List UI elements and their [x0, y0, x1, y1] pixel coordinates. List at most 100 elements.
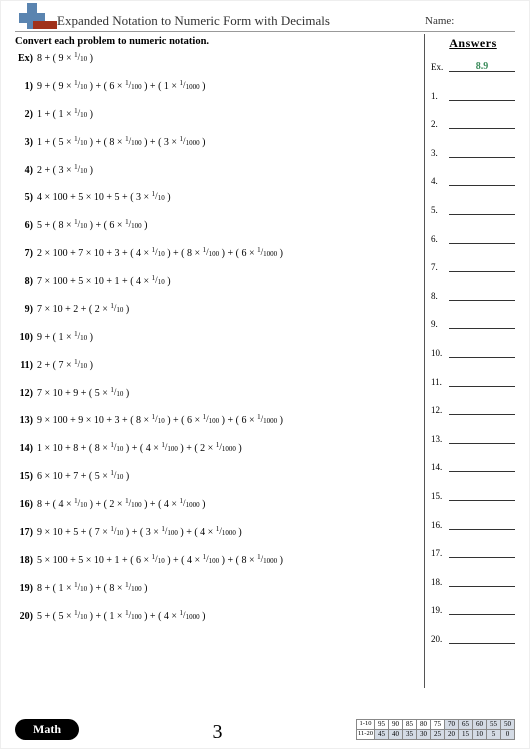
answer-blank[interactable] [449, 633, 515, 644]
answer-blank[interactable] [449, 433, 515, 444]
answer-blank[interactable] [449, 318, 515, 329]
answer-row: 6. [431, 233, 515, 244]
answer-label: 7. [431, 262, 449, 272]
answer-label: 4. [431, 176, 449, 186]
problem-row: 2)1 + ( 1 × 1/10 ) [15, 109, 418, 121]
problem-row: Ex)8 + ( 9 × 1/10 ) [15, 53, 418, 65]
problem-row: 16)8 + ( 4 × 1/10 ) + ( 2 × 1/100 ) + ( … [15, 499, 418, 511]
answer-row: 10. [431, 347, 515, 358]
answer-label: 16. [431, 520, 449, 530]
answer-label: 9. [431, 319, 449, 329]
problem-row: 9)7 × 10 + 2 + ( 2 × 1/10 ) [15, 304, 418, 316]
problem-number: 5) [15, 192, 37, 204]
score-cell: 65 [459, 720, 473, 730]
problem-row: 20)5 + ( 5 × 1/10 ) + ( 1 × 1/100 ) + ( … [15, 611, 418, 623]
problem-row: 1)9 + ( 9 × 1/10 ) + ( 6 × 1/100 ) + ( 1… [15, 81, 418, 93]
score-cell: 80 [417, 720, 431, 730]
answer-blank[interactable] [449, 576, 515, 587]
problem-expression: 8 + ( 9 × 1/10 ) [37, 53, 418, 65]
problem-expression: 2 + ( 3 × 1/10 ) [37, 165, 418, 177]
answer-blank[interactable] [449, 204, 515, 215]
problem-row: 4)2 + ( 3 × 1/10 ) [15, 165, 418, 177]
score-cell: 20 [445, 730, 459, 740]
problem-expression: 6 × 10 + 7 + ( 5 × 1/10 ) [37, 471, 418, 483]
problem-row: 19)8 + ( 1 × 1/10 ) + ( 8 × 1/100 ) [15, 583, 418, 595]
answer-label: 13. [431, 434, 449, 444]
answer-label: 3. [431, 148, 449, 158]
answer-label: 18. [431, 577, 449, 587]
page-title: Expanded Notation to Numeric Form with D… [55, 13, 425, 29]
answer-row: 16. [431, 519, 515, 530]
answer-label: 11. [431, 377, 449, 387]
problem-number: 15) [15, 471, 37, 483]
problem-number: 9) [15, 304, 37, 316]
answer-row: 2. [431, 118, 515, 129]
header: Expanded Notation to Numeric Form with D… [15, 13, 515, 32]
problem-number: 11) [15, 360, 37, 372]
problem-number: 12) [15, 388, 37, 400]
answer-row: 1. [431, 90, 515, 101]
answer-label: 15. [431, 491, 449, 501]
answer-label: 17. [431, 548, 449, 558]
score-cell: 70 [445, 720, 459, 730]
answer-label: 20. [431, 634, 449, 644]
answer-blank[interactable] [449, 461, 515, 472]
score-cell: 45 [375, 730, 389, 740]
answer-row: 19. [431, 604, 515, 615]
problem-expression: 7 × 10 + 9 + ( 5 × 1/10 ) [37, 388, 418, 400]
answer-blank[interactable] [449, 233, 515, 244]
answer-row: 15. [431, 490, 515, 501]
problem-expression: 1 + ( 5 × 1/10 ) + ( 8 × 1/100 ) + ( 3 ×… [37, 137, 418, 149]
answer-blank[interactable] [449, 404, 515, 415]
problem-expression: 8 + ( 1 × 1/10 ) + ( 8 × 1/100 ) [37, 583, 418, 595]
worksheet-page: Expanded Notation to Numeric Form with D… [0, 0, 530, 749]
problem-row: 11)2 + ( 7 × 1/10 ) [15, 360, 418, 372]
score-table: 1-109590858075706560555011-2045403530252… [356, 719, 515, 740]
problem-number: 2) [15, 109, 37, 121]
score-cell: 95 [375, 720, 389, 730]
answer-blank[interactable] [449, 376, 515, 387]
problem-expression: 9 + ( 1 × 1/10 ) [37, 332, 418, 344]
problem-number: 20) [15, 611, 37, 623]
problem-number: 19) [15, 583, 37, 595]
problem-expression: 9 × 100 + 9 × 10 + 3 + ( 8 × 1/10 ) + ( … [37, 415, 418, 427]
answer-row: 14. [431, 461, 515, 472]
answer-blank[interactable] [449, 547, 515, 558]
answer-blank[interactable] [449, 118, 515, 129]
answer-blank[interactable] [449, 261, 515, 272]
score-cell: 55 [487, 720, 501, 730]
answer-row: 17. [431, 547, 515, 558]
problem-number: 17) [15, 527, 37, 539]
problem-expression: 2 + ( 7 × 1/10 ) [37, 360, 418, 372]
answer-blank[interactable] [449, 290, 515, 301]
problem-number: 3) [15, 137, 37, 149]
score-cell: 25 [431, 730, 445, 740]
problems-list: Ex)8 + ( 9 × 1/10 ) 1)9 + ( 9 × 1/10 ) + … [15, 53, 418, 622]
problem-number: 13) [15, 415, 37, 427]
problems-column: Convert each problem to numeric notation… [15, 34, 425, 688]
answers-list: Ex.8.91.2.3.4.5.6.7.8.9.10.11.12.13.14.1… [431, 61, 515, 644]
answer-row: 13. [431, 433, 515, 444]
problem-number: 10) [15, 332, 37, 344]
problem-row: 15)6 × 10 + 7 + ( 5 × 1/10 ) [15, 471, 418, 483]
answer-blank[interactable] [449, 490, 515, 501]
answer-blank[interactable]: 8.9 [449, 61, 515, 72]
answer-blank[interactable] [449, 347, 515, 358]
problem-number: 14) [15, 443, 37, 455]
problem-number: 16) [15, 499, 37, 511]
answers-title: Answers [431, 36, 515, 51]
problem-number: Ex) [15, 53, 37, 65]
score-cell: 75 [431, 720, 445, 730]
problem-expression: 5 + ( 8 × 1/10 ) + ( 6 × 1/100 ) [37, 220, 418, 232]
answer-blank[interactable] [449, 175, 515, 186]
answer-blank[interactable] [449, 604, 515, 615]
answer-label: 14. [431, 462, 449, 472]
problem-row: 10)9 + ( 1 × 1/10 ) [15, 332, 418, 344]
footer: Math 3 1-109590858075706560555011-204540… [15, 717, 515, 740]
score-cell: 40 [389, 730, 403, 740]
answer-blank[interactable] [449, 90, 515, 101]
answer-blank[interactable] [449, 147, 515, 158]
problem-expression: 5 × 100 + 5 × 10 + 1 + ( 6 × 1/10 ) + ( … [37, 555, 418, 567]
score-row-label: 11-20 [357, 730, 375, 740]
answer-blank[interactable] [449, 519, 515, 530]
